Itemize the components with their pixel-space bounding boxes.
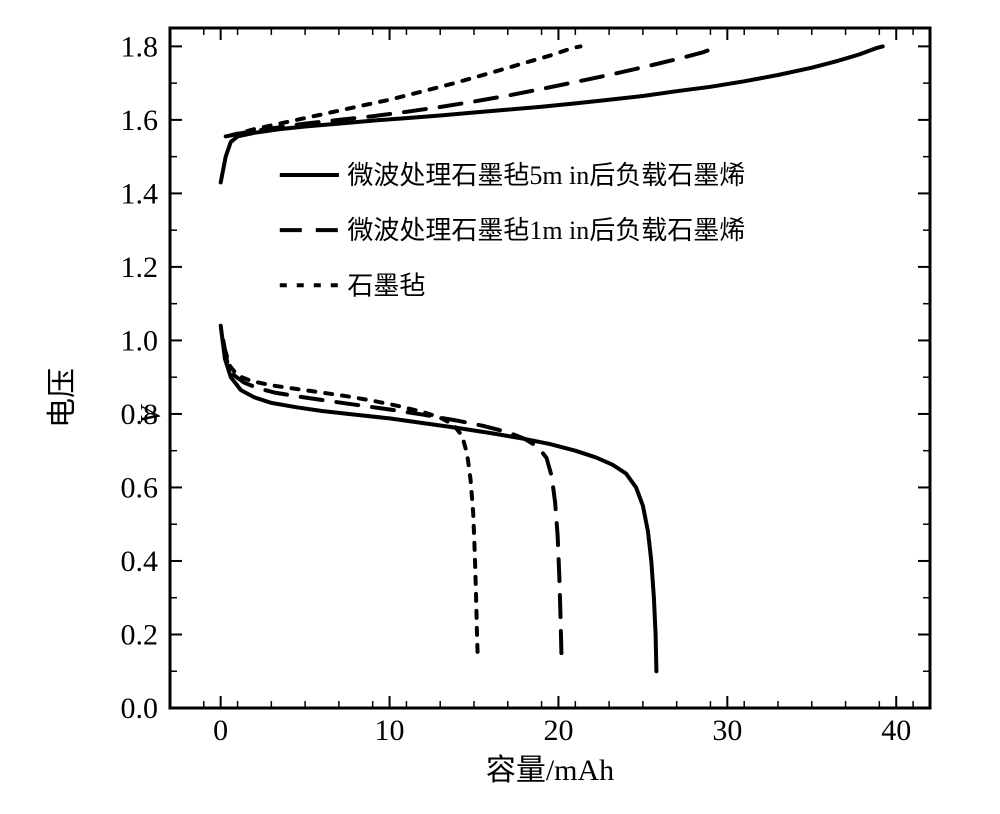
y-axis-unit: V xyxy=(136,404,167,424)
xtick-label: 30 xyxy=(712,714,742,747)
y-axis-label: 电压 xyxy=(46,368,79,428)
ytick-label: 1.0 xyxy=(121,324,159,357)
ytick-label: 0.0 xyxy=(121,692,159,725)
ytick-label: 0.4 xyxy=(121,545,159,578)
x-axis-label: 容量/mAh xyxy=(486,754,614,787)
series-dot_discharge xyxy=(225,350,478,657)
xtick-label: 40 xyxy=(881,714,911,747)
legend-label-2: 石墨毡 xyxy=(347,271,425,300)
ytick-label: 0.2 xyxy=(121,618,159,651)
legend-label-0: 微波处理石墨毡5m in后负载石墨烯 xyxy=(347,161,745,190)
legend-label-1: 微波处理石墨毡1m in后负载石墨烯 xyxy=(347,216,745,245)
ytick-label: 1.6 xyxy=(121,104,159,137)
ytick-label: 1.4 xyxy=(121,177,159,210)
series-solid_discharge xyxy=(221,326,657,672)
xtick-label: 10 xyxy=(375,714,405,747)
series-long_discharge xyxy=(223,340,561,656)
xtick-label: 20 xyxy=(543,714,573,747)
series-long_charge xyxy=(226,46,719,136)
xtick-label: 0 xyxy=(213,714,228,747)
ytick-label: 1.8 xyxy=(121,30,159,63)
voltage-capacity-chart: 0102030400.00.20.40.60.81.01.21.41.61.8容… xyxy=(0,0,1000,814)
chart-svg: 0102030400.00.20.40.60.81.01.21.41.61.8容… xyxy=(0,0,1000,814)
ytick-label: 0.6 xyxy=(121,471,159,504)
ytick-label: 1.2 xyxy=(121,251,159,284)
